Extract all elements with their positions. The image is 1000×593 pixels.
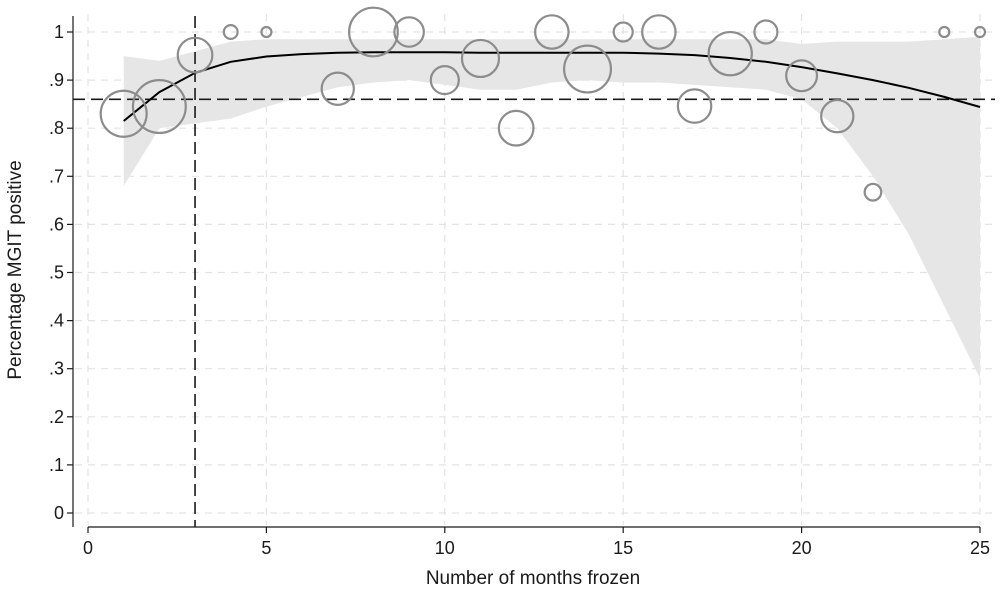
reference-lines bbox=[73, 16, 995, 527]
data-point bbox=[393, 16, 425, 48]
fitted-line-path bbox=[123, 51, 981, 122]
y-tick-label: .5 bbox=[49, 263, 64, 283]
data-point bbox=[938, 25, 951, 39]
data-point bbox=[753, 19, 779, 45]
data-point bbox=[222, 24, 239, 41]
x-tick-label: 15 bbox=[613, 538, 633, 558]
y-tick-label: .7 bbox=[49, 166, 64, 186]
y-tick-label: .1 bbox=[49, 455, 64, 475]
data-point bbox=[348, 6, 399, 58]
data-point bbox=[707, 30, 753, 77]
fitted-line bbox=[123, 51, 981, 122]
axes: 0.1.2.3.4.5.6.7.8.910 5 10 15 20 25 bbox=[49, 16, 990, 558]
data-point bbox=[641, 14, 677, 50]
x-tick-label: 10 bbox=[435, 538, 455, 558]
y-tick-label: .8 bbox=[49, 118, 64, 138]
data-point bbox=[176, 36, 214, 74]
data-point bbox=[131, 79, 187, 135]
confidence-band-area bbox=[123, 36, 980, 379]
x-tick-label: 0 bbox=[83, 538, 93, 558]
data-point bbox=[820, 98, 855, 134]
y-tick-label: .9 bbox=[49, 70, 64, 90]
data-points bbox=[99, 6, 987, 202]
data-point bbox=[460, 38, 501, 79]
x-tick-label: 20 bbox=[792, 538, 812, 558]
data-point bbox=[497, 109, 535, 147]
x-axis-title: Number of months frozen bbox=[426, 568, 640, 589]
y-tick-label: .4 bbox=[49, 311, 64, 331]
y-tick-label: 1 bbox=[54, 22, 64, 42]
y-tick-label: .6 bbox=[49, 214, 64, 234]
data-point bbox=[676, 88, 713, 124]
data-point bbox=[612, 21, 634, 43]
y-tick-label: .2 bbox=[49, 407, 64, 427]
data-point bbox=[534, 14, 570, 50]
y-tick-label: .3 bbox=[49, 359, 64, 379]
data-point bbox=[429, 64, 460, 96]
data-point bbox=[863, 182, 883, 202]
data-point bbox=[260, 25, 273, 39]
x-tick-label: 25 bbox=[970, 538, 990, 558]
data-point bbox=[973, 25, 987, 39]
x-tick-label: 5 bbox=[261, 538, 271, 558]
y-axis-title: Percentage MGIT positive bbox=[5, 160, 26, 379]
data-point bbox=[785, 59, 819, 93]
data-point bbox=[563, 44, 613, 94]
data-point bbox=[320, 71, 355, 106]
y-tick-label: 0 bbox=[54, 503, 64, 523]
data-point bbox=[99, 89, 148, 138]
confidence-band bbox=[123, 36, 980, 379]
